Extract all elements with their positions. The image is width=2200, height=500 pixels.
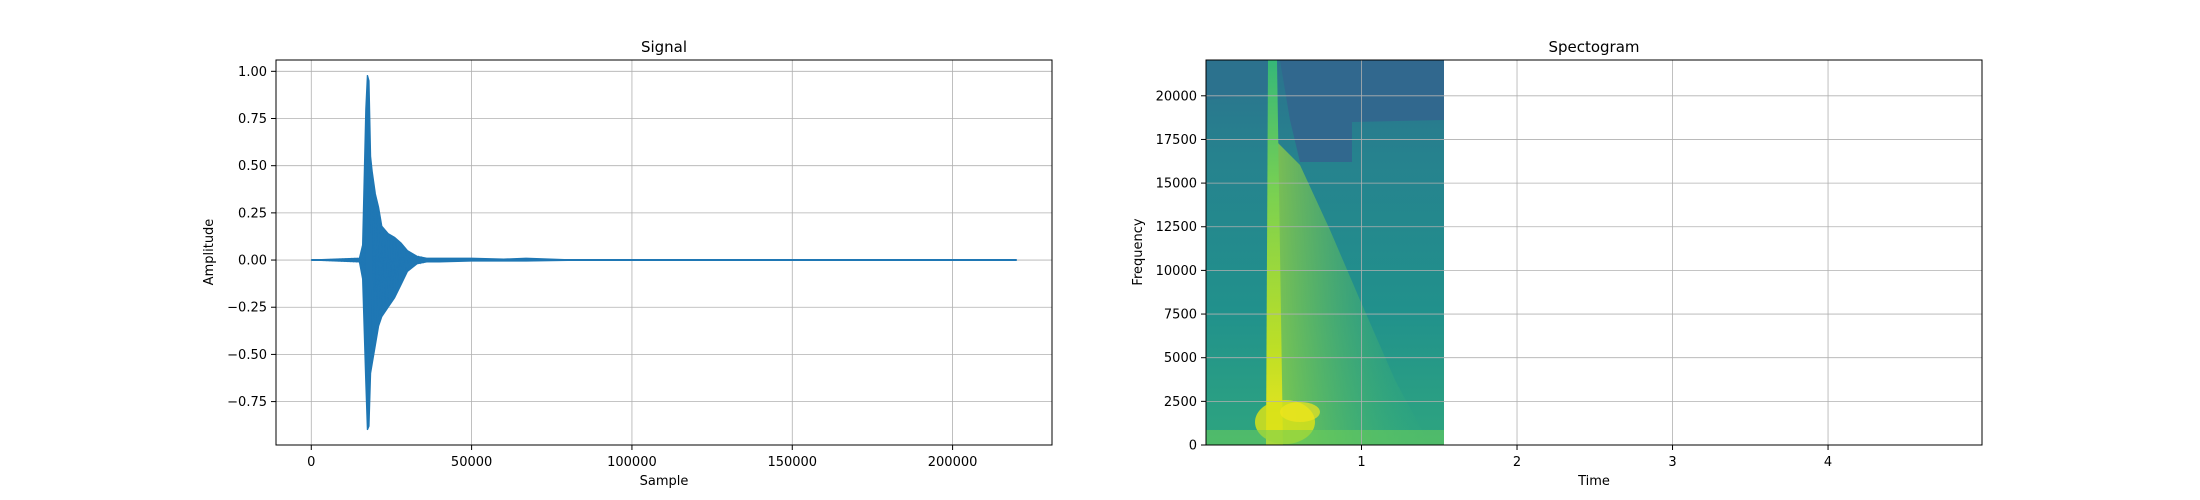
spectrogram-image: [1206, 60, 1444, 445]
signal-waveform-line: [311, 105, 426, 405]
spectrogram-y-tick-label: 15000: [1156, 177, 1197, 192]
signal-title: Signal: [641, 38, 687, 56]
spectrogram-y-label: Frequency: [1131, 218, 1146, 285]
spectrogram-y-tick-label: 7500: [1164, 308, 1197, 323]
spectrogram-y-tick-label: 20000: [1156, 89, 1197, 104]
signal-x-tick-label: 200000: [928, 455, 978, 470]
signal-y-tick-label: 1.00: [238, 65, 267, 80]
spectrogram-bottom-band: [1206, 430, 1444, 445]
signal-y-tick-label: 0.25: [238, 206, 267, 221]
spectrogram-chart: 1 2 3 4 0 2500 5000 7500 10000 12500 15000 17500 20…: [1131, 38, 1983, 489]
signal-waveform-envelope: [311, 74, 1017, 431]
spectrogram-x-tick-label: 2: [1513, 455, 1521, 470]
signal-y-tick-label: −0.25: [227, 301, 267, 316]
spectrogram-x-tick-label: 4: [1824, 455, 1832, 470]
signal-y-tick-label: −0.75: [227, 395, 267, 410]
spectrogram-x-tick-label: 3: [1668, 455, 1676, 470]
spectrogram-y-tick-label: 10000: [1156, 264, 1197, 279]
signal-x-tick-label: 0: [307, 455, 315, 470]
spectrogram-y-tick-label: 5000: [1164, 351, 1197, 366]
signal-x-tick-label: 100000: [607, 455, 657, 470]
spectrogram-x-ticks: 1 2 3 4: [1357, 445, 1832, 470]
spectrogram-x-label: Time: [1577, 474, 1610, 489]
signal-series: [311, 74, 1017, 431]
spectrogram-y-tick-label: 0: [1189, 439, 1197, 454]
spectrogram-high-freq-dark-region: [1280, 60, 1444, 162]
spectrogram-low-freq-peak: [1280, 402, 1320, 422]
signal-x-tick-label: 50000: [451, 455, 492, 470]
signal-y-ticks: −0.75 −0.50 −0.25 0.00 0.25 0.50 0.75 1.00: [227, 65, 276, 410]
signal-y-label: Amplitude: [202, 219, 217, 286]
signal-y-tick-label: −0.50: [227, 348, 267, 363]
signal-y-tick-label: 0.75: [238, 112, 267, 127]
signal-y-tick-label: 0.00: [238, 254, 267, 269]
signal-x-tick-label: 150000: [767, 455, 817, 470]
spectrogram-axes-frame: [1205, 59, 1983, 446]
signal-y-tick-label: 0.50: [238, 159, 267, 174]
spectrogram-title: Spectogram: [1548, 38, 1639, 56]
spectrogram-decay-region: [1275, 140, 1430, 445]
signal-x-ticks: 0 50000 100000 150000 200000: [307, 445, 977, 470]
signal-x-label: Sample: [640, 474, 689, 489]
spectrogram-y-tick-label: 17500: [1156, 133, 1197, 148]
spectrogram-y-tick-label: 2500: [1164, 395, 1197, 410]
spectrogram-early-high-band: [1206, 60, 1280, 100]
signal-axes-frame: [275, 59, 1053, 446]
spectrogram-x-tick-label: 1: [1357, 455, 1365, 470]
signal-chart: 0 50000 100000 150000 200000 −0.75 −0.50 −0.25…: [202, 38, 1053, 489]
spectrogram-onset-column: [1266, 60, 1283, 445]
spectrogram-y-tick-label: 12500: [1156, 220, 1197, 235]
spectrogram-y-ticks: 0 2500 5000 7500 10000 12500 15000 17500 20000: [1156, 89, 1206, 454]
